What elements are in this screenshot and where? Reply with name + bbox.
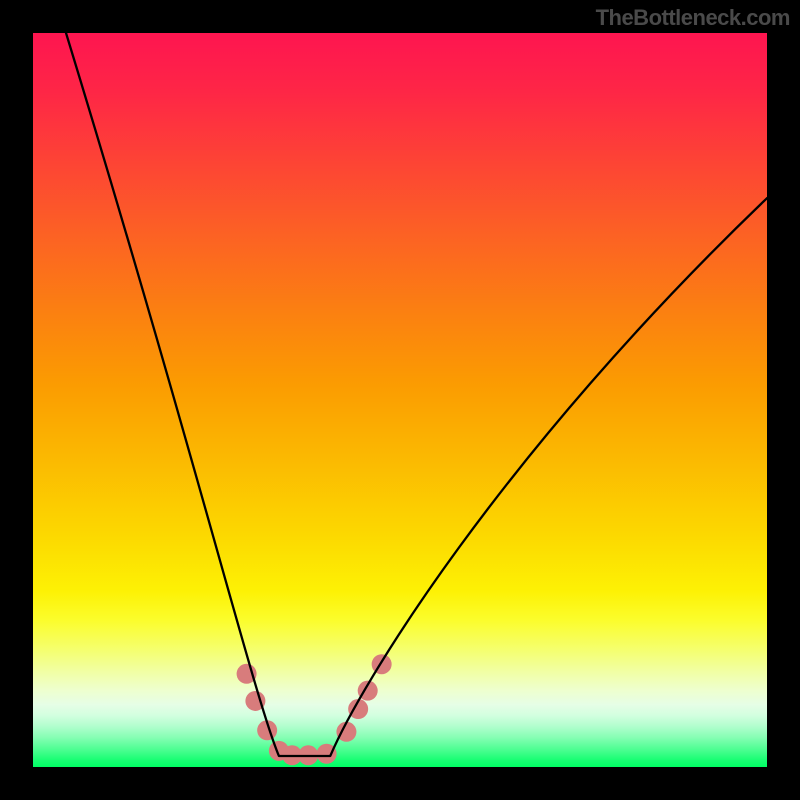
watermark-text: TheBottleneck.com xyxy=(596,5,790,31)
bottleneck-curve-layer xyxy=(33,33,767,767)
markers-group xyxy=(237,654,392,765)
bottleneck-curve xyxy=(66,33,767,756)
outer-frame: TheBottleneck.com xyxy=(0,0,800,800)
plot-area xyxy=(33,33,767,767)
